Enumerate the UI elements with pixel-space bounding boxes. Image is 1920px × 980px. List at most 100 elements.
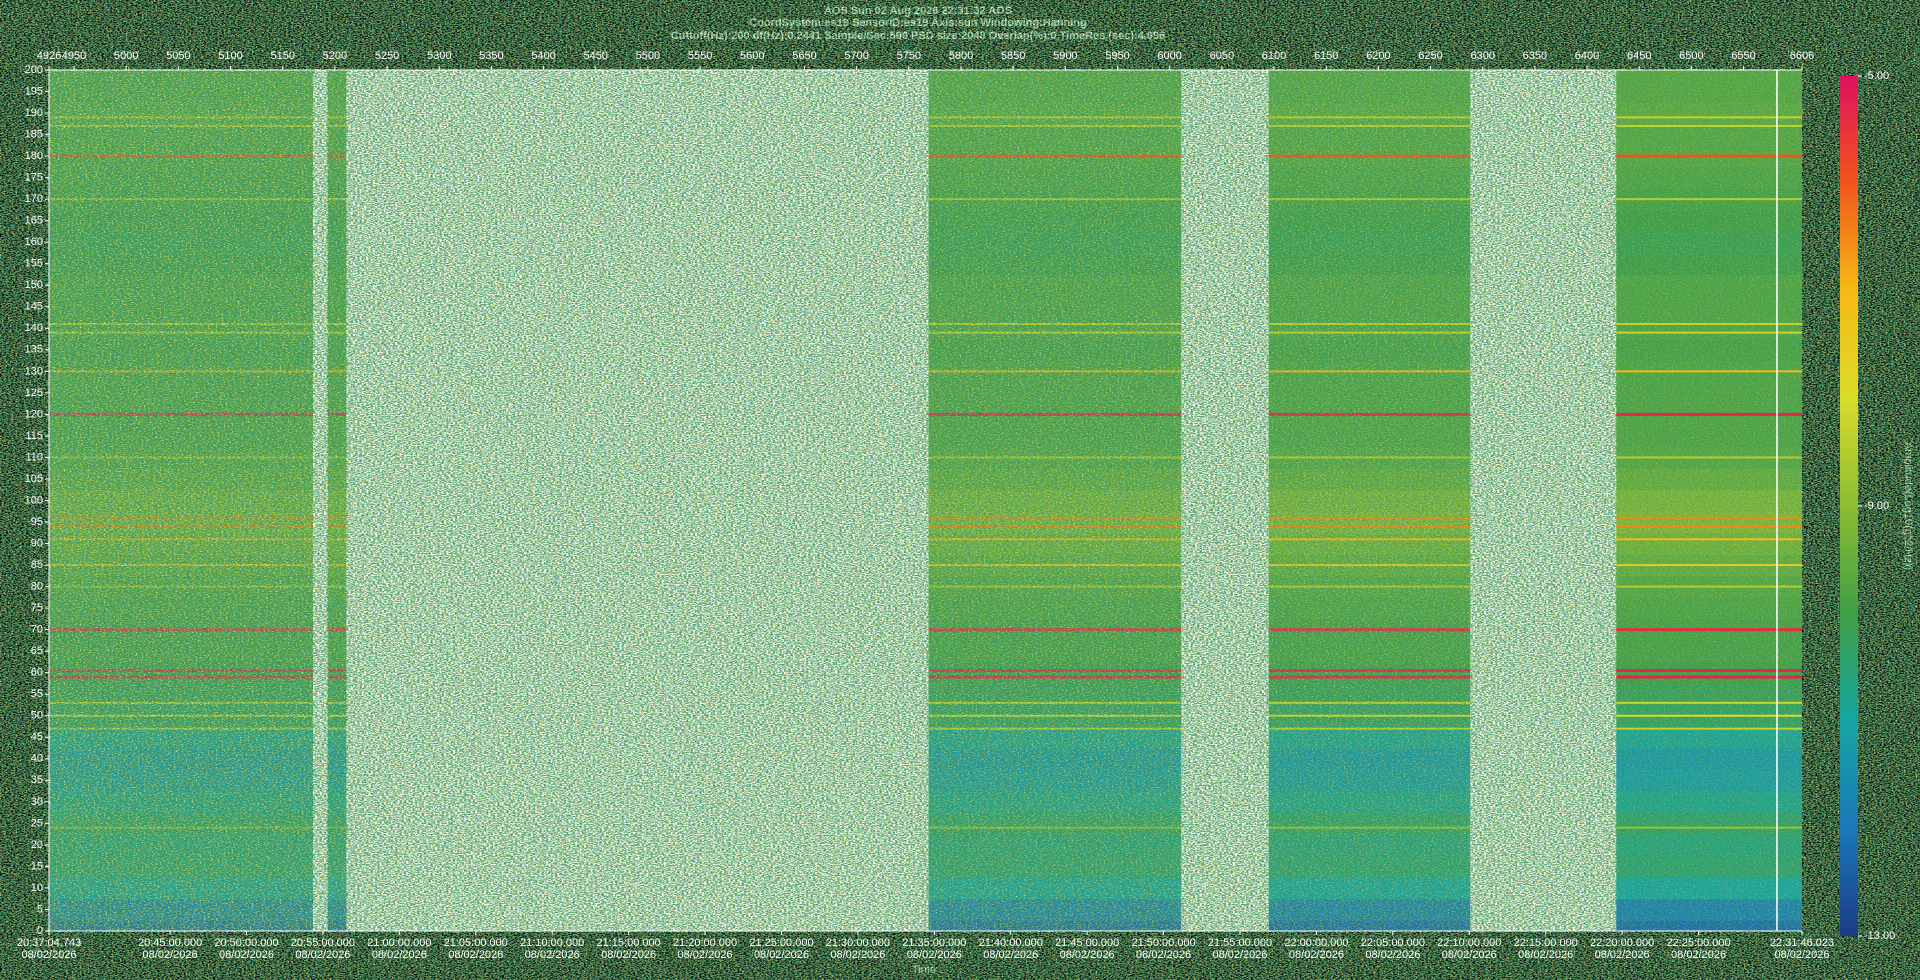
tone-line <box>1268 714 1471 717</box>
x2-tick-label: 5450 <box>584 50 608 62</box>
y-tick-label: 140 <box>25 322 43 334</box>
y-tick-label: 100 <box>25 494 43 506</box>
tone-line <box>327 714 347 717</box>
tone-line <box>1616 538 1802 541</box>
tone-line <box>1616 124 1802 127</box>
x2-tick-label: 5000 <box>114 50 138 62</box>
tone-line <box>1616 669 1802 673</box>
tone-line <box>49 669 313 673</box>
data-segment <box>49 70 313 932</box>
tone-line <box>49 564 313 567</box>
y-tick-label: 180 <box>25 150 43 162</box>
tone-line <box>327 412 347 416</box>
data-segment <box>1268 70 1471 932</box>
y-tick-label: 5 <box>37 903 43 915</box>
tone-line <box>327 154 347 158</box>
tone-line <box>928 727 1182 730</box>
tone-line <box>1268 116 1471 119</box>
x-tick-label: 20:50:00.000 <box>214 937 278 949</box>
tone-line <box>49 516 313 519</box>
tone-line <box>327 669 347 673</box>
y-tick-label: 30 <box>31 796 43 808</box>
x-tick-label: 21:10:00.000 <box>520 937 584 949</box>
x-tick-label: 21:45:00.000 <box>1055 937 1119 949</box>
y-tick-label: 90 <box>31 537 43 549</box>
x2-tick-label: 5750 <box>897 50 921 62</box>
x2-tick-label: 6200 <box>1366 50 1390 62</box>
x2-tick-label: 5200 <box>323 50 347 62</box>
x-tick-label: 22:31:46.023 <box>1770 937 1834 949</box>
y-tick-label: 130 <box>25 365 43 377</box>
x-tick-date: 08/02/2026 <box>1518 949 1573 961</box>
y-tick-label: 25 <box>31 817 43 829</box>
tone-line <box>1268 628 1471 632</box>
x2-tick-label: 5150 <box>270 50 294 62</box>
tone-line <box>49 675 313 679</box>
tone-line <box>1616 714 1802 717</box>
y-tick-label: 0 <box>37 925 43 937</box>
tone-line <box>1616 727 1802 730</box>
x-tick-date: 08/02/2026 <box>1595 949 1650 961</box>
x-tick-label: 21:35:00.000 <box>902 937 966 949</box>
x-tick-date: 08/02/2026 <box>678 949 733 961</box>
texture <box>49 70 313 931</box>
y-tick-label: 45 <box>31 731 43 743</box>
x2-tick-label: 5550 <box>688 50 712 62</box>
x-tick-label: 21:00:00.000 <box>367 937 431 949</box>
x2-tick-label: 6250 <box>1418 50 1442 62</box>
tone-line <box>49 322 313 325</box>
x-tick-label: 21:25:00.000 <box>749 937 813 949</box>
y-tick-label: 95 <box>31 516 43 528</box>
y-tick-label: 170 <box>25 193 43 205</box>
tone-line <box>327 701 347 704</box>
tone-line <box>327 124 347 127</box>
tone-line <box>1616 331 1802 334</box>
tone-line <box>327 456 347 459</box>
x-tick-label: 22:05:00.000 <box>1361 937 1425 949</box>
colorbar-label: Amplitude(Log10(g^2/Hz)) <box>1902 442 1914 570</box>
y-tick-label: 135 <box>25 344 43 356</box>
x2-tick-label: 5100 <box>218 50 242 62</box>
tone-line <box>1268 456 1471 459</box>
tone-line <box>49 727 313 730</box>
y-tick-label: 15 <box>31 860 43 872</box>
y-tick-label: 55 <box>31 688 43 700</box>
tone-line <box>327 370 347 373</box>
x-axis-label: Time <box>912 964 936 976</box>
tone-line <box>1268 669 1471 673</box>
x-tick-date: 08/02/2026 <box>372 949 427 961</box>
tone-line <box>1268 727 1471 730</box>
x-tick-date: 08/02/2026 <box>143 949 198 961</box>
tone-line <box>49 198 313 201</box>
y-tick-label: 175 <box>25 172 43 184</box>
y-tick-label: 165 <box>25 215 43 227</box>
x2-tick-label: 5250 <box>375 50 399 62</box>
tone-line <box>327 516 347 519</box>
y-tick-label: 10 <box>31 882 43 894</box>
tone-line <box>928 198 1182 201</box>
chart-title: AOS Sun 02 Aug 2026 22:31:32 AOS <box>824 5 1012 17</box>
tone-line <box>1268 322 1471 325</box>
x2-tick-label: 5850 <box>1001 50 1025 62</box>
x2-tick-label: 6300 <box>1470 50 1494 62</box>
tone-line <box>1616 456 1802 459</box>
y-tick-label: 160 <box>25 236 43 248</box>
tone-line <box>928 116 1182 119</box>
tone-line <box>49 714 313 717</box>
x2-tick-label: 6606 <box>1790 50 1814 62</box>
tone-line <box>928 538 1182 541</box>
tone-line <box>928 124 1182 127</box>
x2-tick-label: 5650 <box>792 50 816 62</box>
x2-tick-label: 5700 <box>844 50 868 62</box>
tone-line <box>1268 525 1471 528</box>
y-tick-label: 60 <box>31 667 43 679</box>
x-tick-date: 08/02/2026 <box>1212 949 1267 961</box>
colorbar <box>1840 76 1858 936</box>
tone-line <box>1268 370 1471 373</box>
tone-line <box>928 331 1182 334</box>
tone-line <box>928 516 1182 519</box>
x-tick-date: 08/02/2026 <box>1442 949 1497 961</box>
tone-line <box>327 727 347 730</box>
